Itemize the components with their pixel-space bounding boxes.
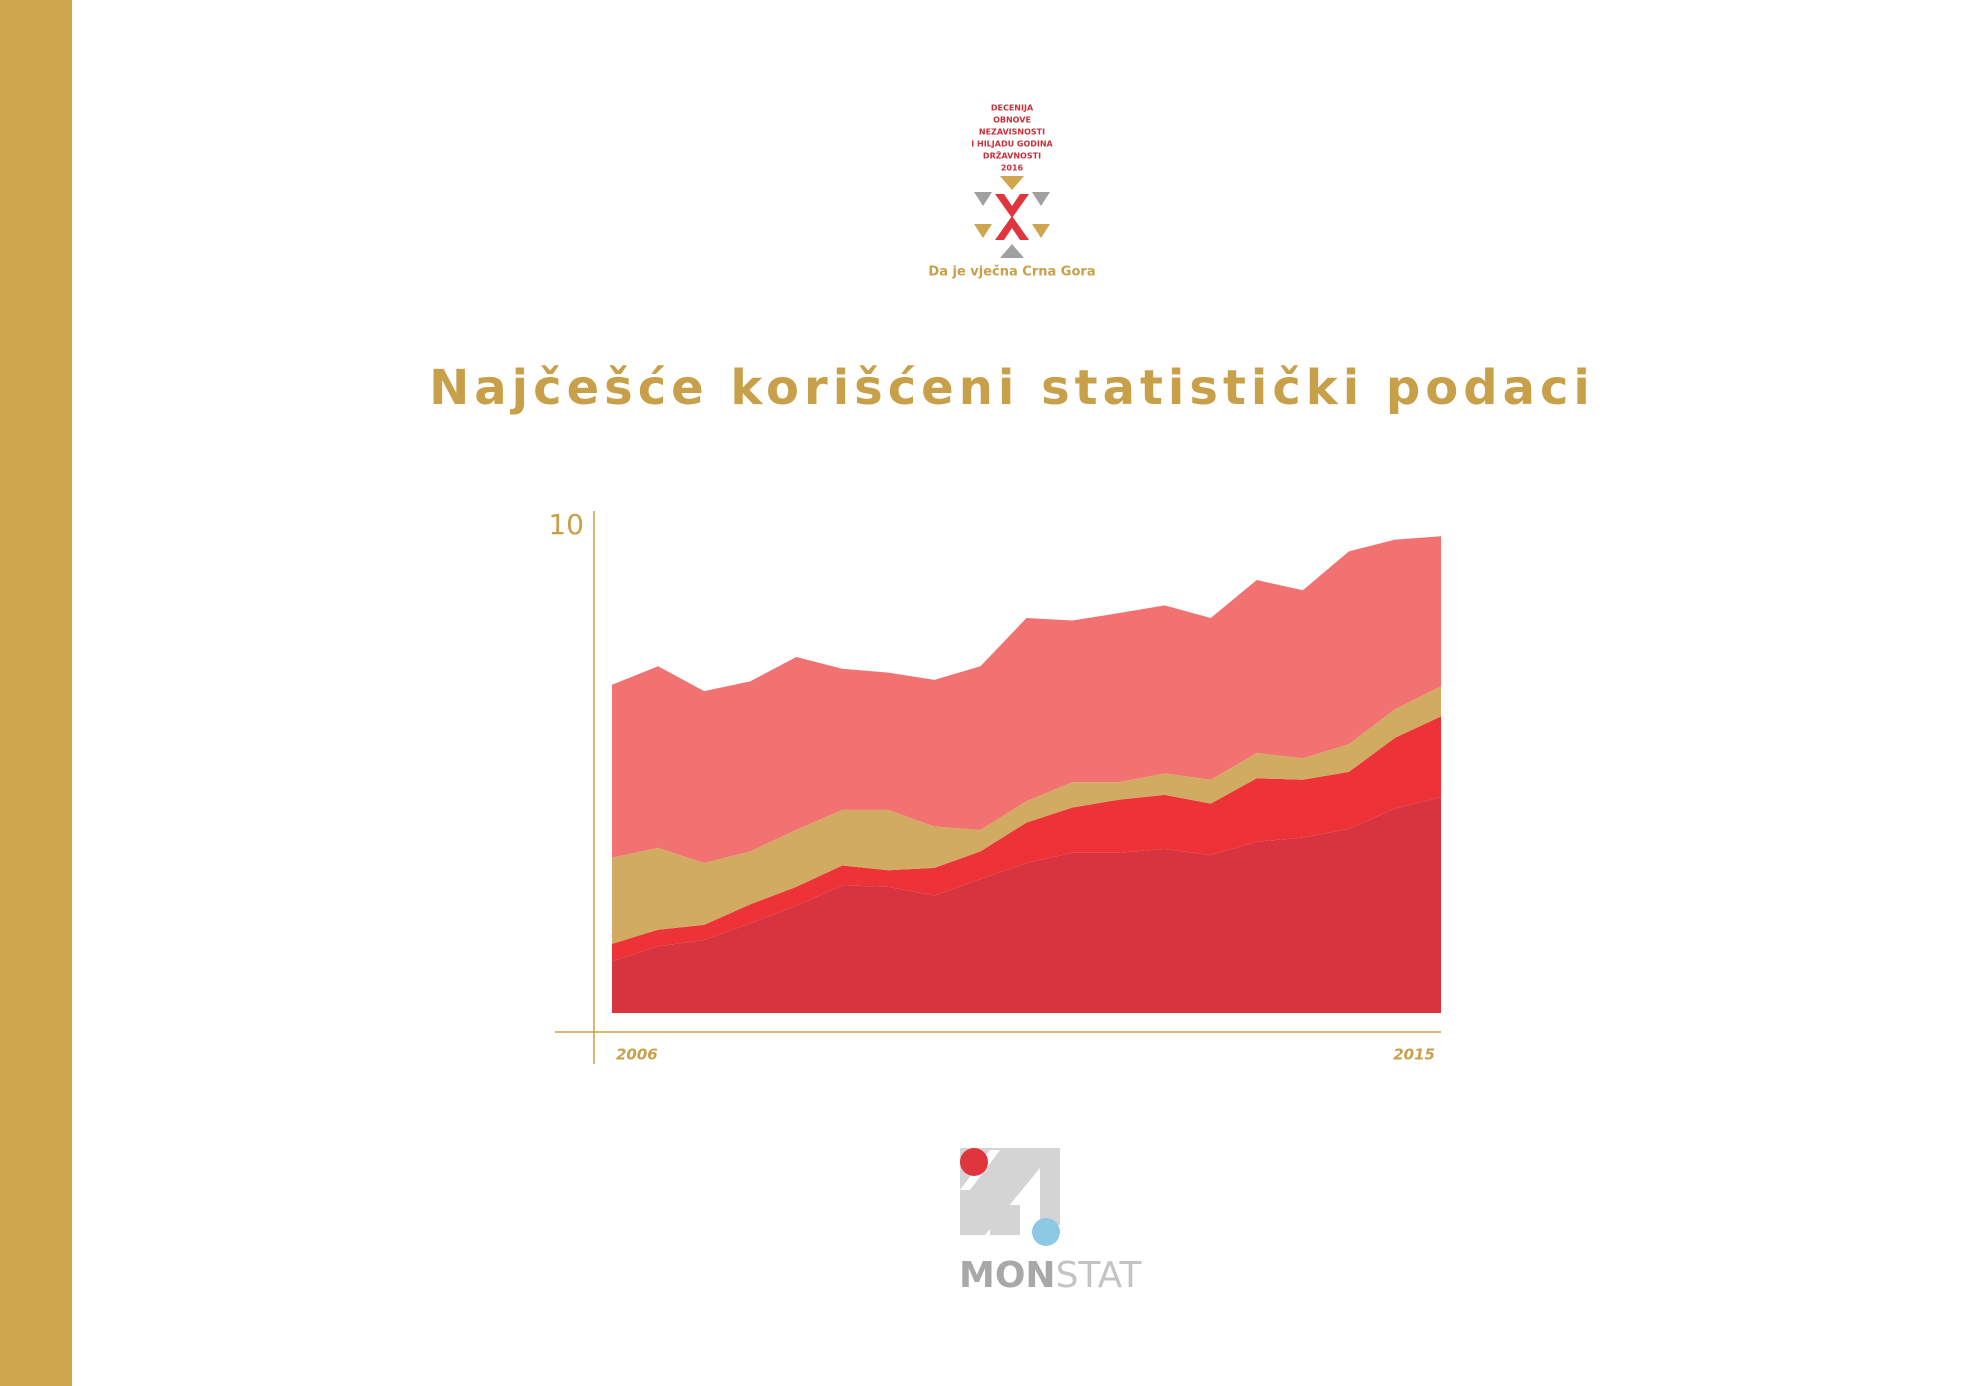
emblem: DECENIJA OBNOVE NEZAVISNOSTI I HILJADU GODI… xyxy=(971,104,1053,173)
emblem-line: 2016 xyxy=(1001,164,1024,173)
x-tick-label: 2015 xyxy=(1393,1046,1435,1064)
area xyxy=(612,797,1441,1013)
logo-text-stat: STAT xyxy=(1056,1255,1143,1296)
logo-text: MONSTAT xyxy=(959,1255,1142,1296)
emblem-mark xyxy=(974,176,1050,258)
area xyxy=(612,686,1441,944)
emblem-line: I HILJADU GODINA xyxy=(971,140,1053,149)
emblem-line: OBNOVE xyxy=(993,116,1031,125)
monstat-logo: MONSTAT xyxy=(959,1148,1142,1296)
x-tick-label: 2006 xyxy=(616,1046,658,1064)
area xyxy=(612,536,1441,864)
motto: Da je vječna Crna Gora xyxy=(928,265,1095,280)
chart: 10 2006 2015 xyxy=(548,508,1441,1064)
page-title: Najčešće korišćeni statistički podaci xyxy=(429,360,1595,416)
area xyxy=(612,716,1441,962)
y-tick-label: 10 xyxy=(548,508,584,541)
emblem-line: NEZAVISNOSTI xyxy=(979,128,1045,137)
logo-text-mon: MON xyxy=(959,1255,1056,1296)
side-bar xyxy=(0,0,72,1386)
emblem-line: DRŽAVNOSTI xyxy=(983,150,1041,161)
emblem-line: DECENIJA xyxy=(991,104,1034,113)
